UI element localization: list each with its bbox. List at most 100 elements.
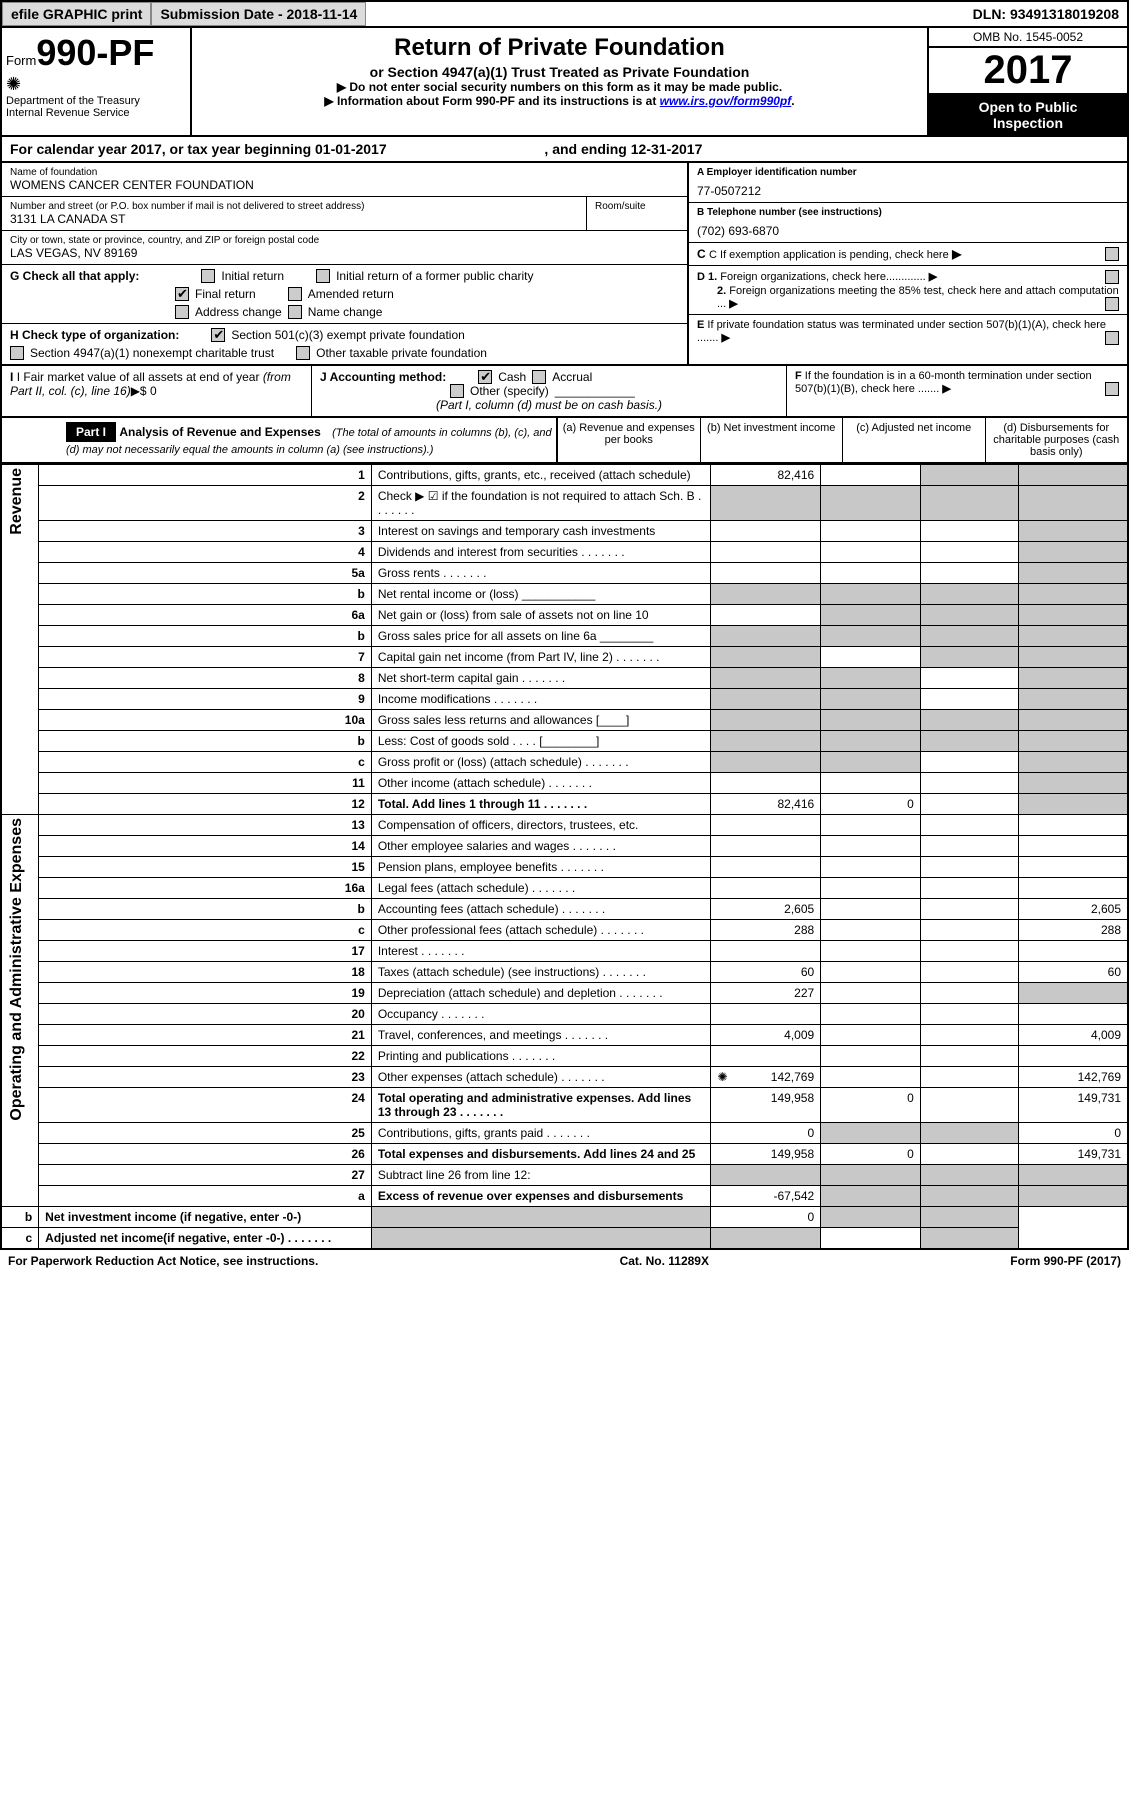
cb-address-change[interactable] (175, 305, 189, 319)
ein-cell: A Employer identification number 77-0507… (689, 163, 1127, 203)
amt-d (1018, 731, 1128, 752)
amt-a (371, 1207, 711, 1228)
amt-d: 149,731 (1018, 1144, 1128, 1165)
line-desc: Gross sales price for all assets on line… (371, 626, 711, 647)
amt-d (1018, 836, 1128, 857)
amt-d (1018, 815, 1128, 836)
amt-b (821, 542, 921, 563)
amt-c (920, 962, 1018, 983)
line-num: 13 (39, 815, 372, 836)
cb-other-method[interactable] (450, 384, 464, 398)
amt-a (711, 1046, 821, 1067)
amt-b (821, 1165, 921, 1186)
amt-c (920, 752, 1018, 773)
amt-c (920, 836, 1018, 857)
line-desc: Gross sales less returns and allowances … (371, 710, 711, 731)
line-desc: Travel, conferences, and meetings . . . … (371, 1025, 711, 1046)
line-desc: Other professional fees (attach schedule… (371, 920, 711, 941)
line-desc: Other income (attach schedule) . . . . .… (371, 773, 711, 794)
amt-c (920, 1025, 1018, 1046)
d-foreign: D 1. Foreign organizations, check here..… (689, 266, 1127, 315)
line-num: b (39, 626, 372, 647)
line-desc: Legal fees (attach schedule) . . . . . .… (371, 878, 711, 899)
cb-amended[interactable] (288, 287, 302, 301)
amt-c (920, 920, 1018, 941)
line-num: 23 (39, 1067, 372, 1088)
line-desc: Interest on savings and temporary cash i… (371, 521, 711, 542)
cb-name-change[interactable] (288, 305, 302, 319)
amt-d: 149,731 (1018, 1088, 1128, 1123)
line-num: 24 (39, 1088, 372, 1123)
amt-a (711, 542, 821, 563)
cb-501c3[interactable] (211, 328, 225, 342)
calendar-year-row: For calendar year 2017, or tax year begi… (0, 137, 1129, 163)
note-ssn: ▶ Do not enter social security numbers o… (198, 80, 921, 94)
amt-b (821, 1025, 921, 1046)
amt-a (711, 486, 821, 521)
amt-a (711, 584, 821, 605)
open-to-public: Open to PublicInspection (929, 95, 1127, 135)
amt-b (821, 1004, 921, 1025)
cb-f[interactable] (1105, 382, 1119, 396)
line-num: 14 (39, 836, 372, 857)
amt-d (1018, 584, 1128, 605)
instructions-link[interactable]: www.irs.gov/form990pf (660, 94, 792, 108)
amt-b (821, 668, 921, 689)
amt-d (1018, 983, 1128, 1004)
line-num: 15 (39, 857, 372, 878)
cb-e[interactable] (1105, 331, 1119, 345)
amt-a (711, 626, 821, 647)
note-instructions: ▶ Information about Form 990-PF and its … (198, 94, 921, 108)
line-desc: Accounting fees (attach schedule) . . . … (371, 899, 711, 920)
part1-header: Part I Analysis of Revenue and Expenses … (0, 418, 1129, 464)
amt-a: 0 (711, 1123, 821, 1144)
room-suite: Room/suite (587, 197, 687, 230)
line-num: 7 (39, 647, 372, 668)
form-subtitle: or Section 4947(a)(1) Trust Treated as P… (198, 64, 921, 80)
part1-tag: Part I (66, 422, 116, 442)
amt-b: 0 (821, 1088, 921, 1123)
amt-b (821, 1186, 921, 1207)
ijf-row: I I Fair market value of all assets at e… (0, 366, 1129, 418)
amt-c (920, 794, 1018, 815)
amt-a (711, 731, 821, 752)
amt-d: 60 (1018, 962, 1128, 983)
amt-b (821, 962, 921, 983)
cb-other-taxable[interactable] (296, 346, 310, 360)
c-exemption: C C If exemption application is pending,… (689, 243, 1127, 266)
cb-initial-former[interactable] (316, 269, 330, 283)
amt-b (821, 983, 921, 1004)
amt-c (920, 1144, 1018, 1165)
amt-d (1018, 542, 1128, 563)
cb-d2[interactable] (1105, 297, 1119, 311)
line-desc: Income modifications . . . . . . . (371, 689, 711, 710)
cb-4947a1[interactable] (10, 346, 24, 360)
cb-d1[interactable] (1105, 270, 1119, 284)
line-num: 3 (39, 521, 372, 542)
cb-initial-return[interactable] (201, 269, 215, 283)
form-footer: For Paperwork Reduction Act Notice, see … (0, 1250, 1129, 1272)
cb-final-return[interactable] (175, 287, 189, 301)
cb-exemption[interactable] (1105, 247, 1119, 261)
efile-button[interactable]: efile GRAPHIC print (2, 2, 151, 26)
amt-a (711, 1004, 821, 1025)
cb-cash[interactable] (478, 370, 492, 384)
amt-d: 288 (1018, 920, 1128, 941)
j-accounting: J Accounting method: Cash Accrual Other … (312, 366, 787, 416)
amt-d: 2,605 (1018, 899, 1128, 920)
line-desc: Other employee salaries and wages . . . … (371, 836, 711, 857)
amt-b (821, 486, 921, 521)
col-d: (d) Disbursements for charitable purpose… (985, 418, 1128, 462)
line-desc: Contributions, gifts, grants, etc., rece… (371, 465, 711, 486)
amt-b: 0 (821, 1144, 921, 1165)
amt-c (920, 1165, 1018, 1186)
amt-d (1018, 486, 1128, 521)
amt-d (1018, 465, 1128, 486)
cb-accrual[interactable] (532, 370, 546, 384)
line-num: c (1, 1228, 39, 1250)
line-num: 11 (39, 773, 372, 794)
amt-b (821, 1123, 921, 1144)
amt-d: 4,009 (1018, 1025, 1128, 1046)
line-desc: Net investment income (if negative, ente… (39, 1207, 372, 1228)
line-num: 17 (39, 941, 372, 962)
